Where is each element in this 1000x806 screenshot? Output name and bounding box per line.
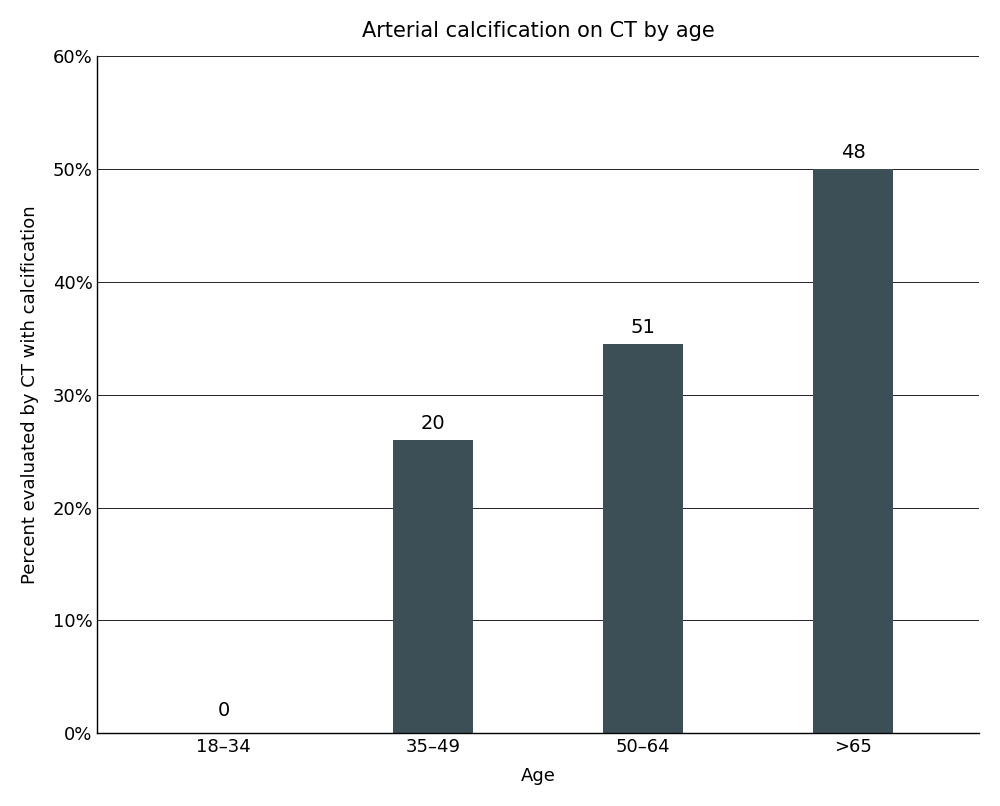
X-axis label: Age: Age (521, 767, 556, 785)
Bar (813, 169, 893, 733)
Text: 51: 51 (631, 318, 656, 337)
Title: Arterial calcification on CT by age: Arterial calcification on CT by age (362, 21, 715, 41)
Text: 48: 48 (841, 143, 866, 162)
Text: 20: 20 (421, 414, 446, 433)
Y-axis label: Percent evaluated by CT with calcification: Percent evaluated by CT with calcificati… (21, 206, 39, 584)
Bar (393, 440, 473, 733)
Text: 0: 0 (217, 700, 230, 720)
Bar (603, 344, 683, 733)
